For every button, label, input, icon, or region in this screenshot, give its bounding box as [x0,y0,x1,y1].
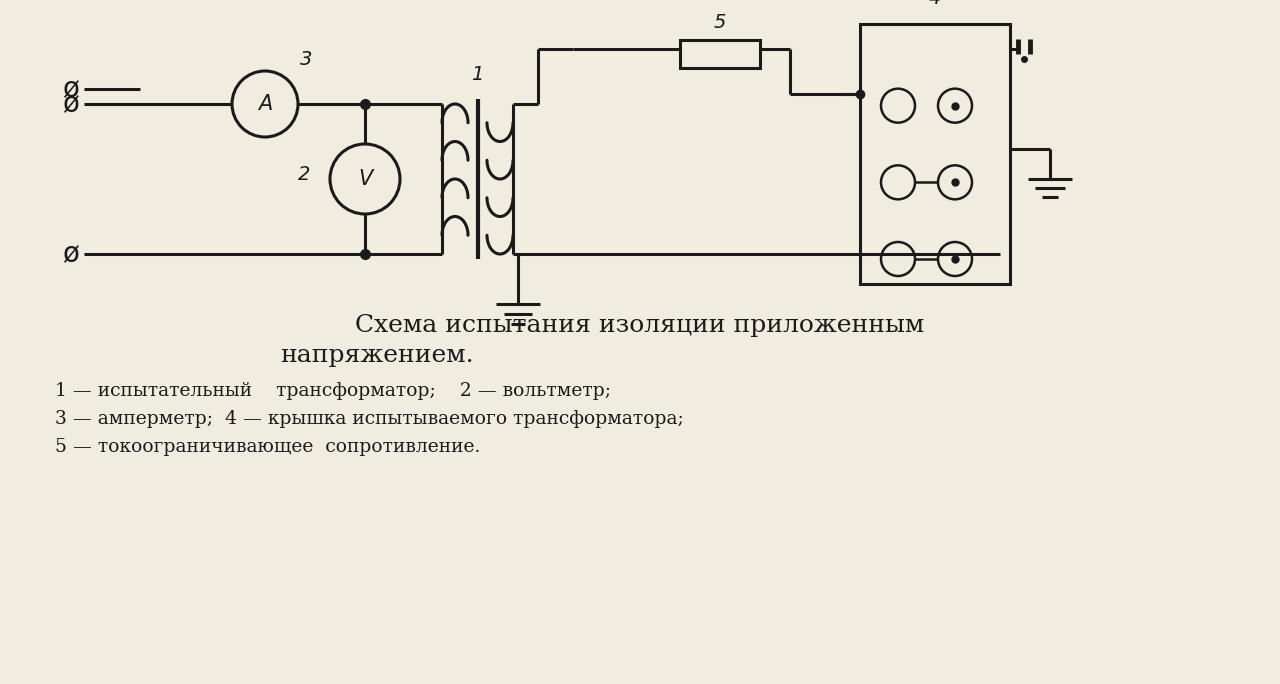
Text: ø: ø [61,90,78,118]
Text: 3 — амперметр;  4 — крышка испытываемого трансформатора;: 3 — амперметр; 4 — крышка испытываемого … [55,410,684,428]
Text: 3: 3 [300,50,312,69]
Text: 1: 1 [471,65,484,84]
Text: Схема испытания изоляции приложенным: Схема испытания изоляции приложенным [356,314,924,337]
Text: ø: ø [61,75,78,103]
Text: 2: 2 [298,164,310,183]
Text: 1 — испытательный    трансформатор;    2 — вольтметр;: 1 — испытательный трансформатор; 2 — вол… [55,382,611,400]
Text: 4: 4 [929,0,941,8]
Bar [680,40,760,68]
Text: ø: ø [61,240,78,268]
Text: напряжением.: напряжением. [280,344,474,367]
Text: А: А [257,94,273,114]
Bar [860,24,1010,284]
Text: 5 — токоограничивающее  сопротивление.: 5 — токоограничивающее сопротивление. [55,438,480,456]
Text: V: V [358,169,372,189]
Text: 5: 5 [714,13,726,32]
